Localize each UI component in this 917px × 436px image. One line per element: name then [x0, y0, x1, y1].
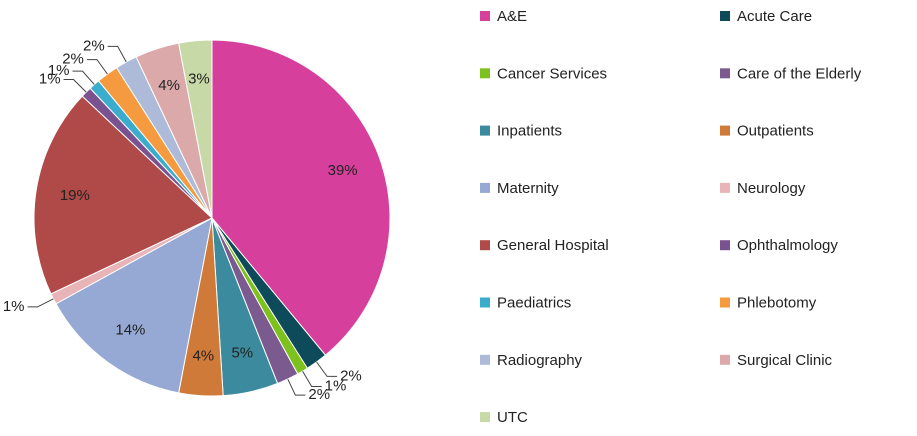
legend-swatch [480, 68, 490, 79]
slice-label: 39% [328, 162, 358, 179]
slice-label: 2% [83, 37, 105, 54]
slice-label: 14% [115, 321, 145, 338]
leader-line [27, 298, 54, 308]
legend-label: Outpatients [737, 123, 814, 140]
leader-line [86, 59, 108, 75]
slice-label: 1% [325, 378, 347, 395]
legend-label: A&E [497, 8, 527, 25]
legend-swatch [720, 297, 730, 308]
leader-line [107, 45, 127, 63]
legend-label: Paediatrics [497, 294, 571, 311]
legend-label: Phlebotomy [737, 294, 817, 311]
legend-label: Acute Care [737, 8, 812, 25]
legend-label: Surgical Clinic [737, 352, 833, 369]
slice-label: 5% [231, 344, 253, 361]
legend-swatch [480, 240, 490, 251]
slice-label: 4% [192, 348, 214, 365]
legend-label: Cancer Services [497, 65, 607, 82]
legend-label: Ophthalmology [737, 237, 838, 254]
legend-label: UTC [497, 409, 528, 426]
legend-swatch [480, 354, 490, 365]
leader-line [287, 378, 306, 396]
legend-label: Neurology [737, 180, 806, 197]
slice-label: 2% [340, 367, 362, 384]
legend-swatch [720, 125, 730, 136]
pie-slice [33, 95, 213, 295]
slice-label: 1% [3, 298, 25, 315]
slice-label: 1% [39, 71, 61, 88]
leader-line [72, 70, 95, 85]
leader-line [302, 370, 322, 388]
legend-label: General Hospital [497, 237, 609, 254]
legend-label: Care of the Elderly [737, 65, 862, 82]
leader-line [63, 79, 87, 93]
legend-label: Maternity [497, 180, 559, 197]
legend-swatch [720, 354, 730, 365]
legend-swatch [480, 11, 490, 21]
legend-swatch [480, 412, 490, 423]
legend-swatch [480, 297, 490, 308]
legend-label: Inpatients [497, 123, 562, 140]
legend-swatch [720, 240, 730, 251]
legend-swatch [720, 11, 730, 21]
legend-label: Radiography [497, 352, 583, 369]
slice-label: 2% [62, 51, 84, 68]
slice-label: 3% [188, 71, 210, 88]
legend-swatch [480, 125, 490, 136]
legend-swatch [720, 68, 730, 79]
pie-slice [178, 39, 213, 219]
slice-label: 2% [308, 386, 330, 403]
pie-slice [211, 39, 391, 356]
leader-line [316, 361, 338, 377]
slice-label: 1% [48, 62, 70, 79]
slice-label: 4% [158, 77, 180, 94]
legend-swatch [480, 182, 490, 193]
slice-label: 19% [60, 187, 90, 204]
legend-swatch [720, 182, 730, 193]
pie-slice [55, 217, 213, 394]
